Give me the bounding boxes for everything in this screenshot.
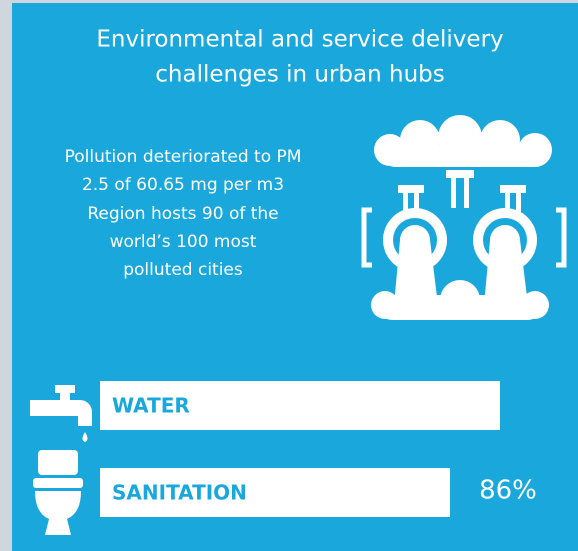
toilet-icon xyxy=(33,450,83,535)
description-line: world’s 100 most xyxy=(110,232,257,252)
sanitation-bar xyxy=(100,468,450,517)
title-line: Environmental and service delivery xyxy=(96,27,503,53)
water-bar xyxy=(100,381,500,430)
description-line: Pollution deteriorated to PM xyxy=(65,147,302,167)
description: Pollution deteriorated to PM 2.5 of 60.6… xyxy=(65,147,302,280)
description-line: Region hosts 90 of the xyxy=(87,204,278,224)
tap-icon xyxy=(30,385,92,442)
description-line: 2.5 of 60.65 mg per m3 xyxy=(82,175,284,195)
bar-label: WATER xyxy=(112,394,190,418)
title-line: challenges in urban hubs xyxy=(155,62,445,88)
description-line: polluted cities xyxy=(123,260,243,280)
factory-icon xyxy=(361,115,567,320)
bar-value: 86% xyxy=(479,476,537,506)
panel xyxy=(12,3,578,551)
bar-label: SANITATION xyxy=(112,481,247,505)
